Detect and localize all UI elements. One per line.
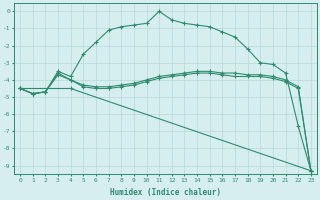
X-axis label: Humidex (Indice chaleur): Humidex (Indice chaleur) [110,188,221,197]
